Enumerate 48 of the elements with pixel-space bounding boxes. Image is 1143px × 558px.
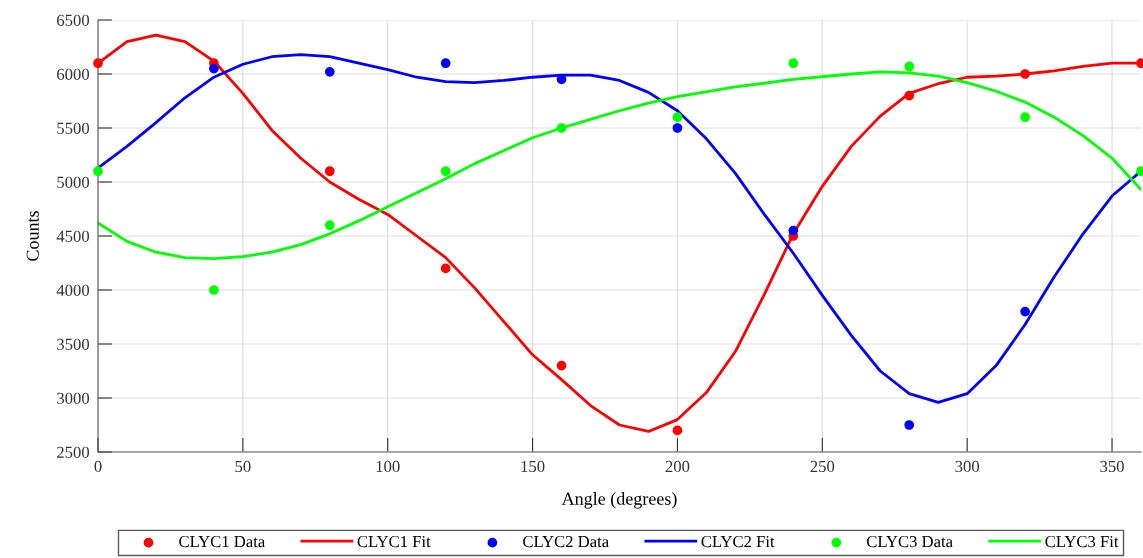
point [556,360,567,371]
legend-label: CLYC1 Fit [357,535,431,548]
x-tick-label: 50 [235,460,251,473]
y-tick-label: 5500 [57,122,90,134]
point [324,220,335,231]
x-tick-label: 250 [810,460,835,473]
y-tick-label: 6000 [57,68,90,80]
y-tick-label: 2500 [57,446,90,458]
point [440,58,451,69]
point [1020,306,1030,317]
x-tick-label: 150 [521,460,545,473]
point [1020,69,1030,79]
point [788,225,799,236]
y-tick-label: 4500 [56,230,90,242]
point [324,166,335,177]
point [904,90,915,101]
legend-label: CLYC2 Data [523,535,609,548]
point [324,66,335,77]
point [93,166,103,177]
y-tick-label: 4000 [56,284,90,296]
point [672,123,683,133]
y-tick-label: 3500 [57,338,90,350]
point [904,61,915,72]
legend-label: CLYC3 Data [866,535,953,548]
y-tick-label: 5000 [57,176,90,188]
point [440,263,451,274]
point [672,112,683,123]
x-tick-label: 300 [955,460,980,473]
point [904,420,915,430]
point [556,123,567,133]
y-axis-title: Counts [26,211,39,261]
legend-label: CLYC2 Fit [701,535,775,548]
x-tick-label: 100 [376,460,400,473]
x-tick-label: 350 [1100,460,1124,473]
x-tick-label: 0 [94,460,102,473]
point [209,63,219,74]
point [93,58,103,69]
point [1020,112,1030,123]
point [672,425,683,436]
point [209,285,219,295]
y-tick-label: 3000 [57,392,90,404]
y-tick-label: 6500 [57,14,90,26]
x-tick-label: 200 [665,460,690,473]
legend-label: CLYC1 Data [179,535,266,548]
point [788,58,799,69]
x-axis-title: Angle (degrees) [561,492,677,509]
point [440,166,451,177]
legend-label: CLYC3 Fit [1045,535,1119,548]
